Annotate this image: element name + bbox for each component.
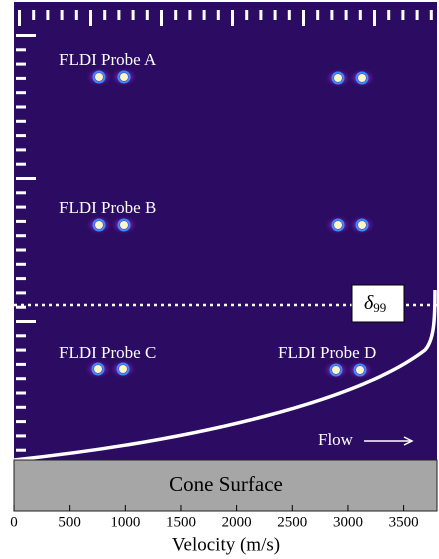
probe-label: FLDI Probe D (278, 343, 376, 362)
edge-mark (16, 191, 26, 194)
edge-mark (117, 10, 120, 20)
edge-mark (245, 10, 248, 20)
edge-mark (330, 10, 333, 20)
figure: δ99 FLDI Probe A FLDI Probe B FLDI Probe… (0, 0, 439, 559)
edge-mark (146, 10, 149, 20)
spot-core (119, 365, 127, 373)
spot-core (94, 365, 102, 373)
surface-label: Cone Surface (169, 472, 283, 496)
edge-mark (16, 134, 26, 137)
edge-mark (387, 10, 390, 20)
flow-label: Flow (318, 430, 354, 449)
x-tick-label: 2500 (277, 514, 307, 530)
x-tick-label: 1000 (110, 514, 140, 530)
edge-mark (16, 406, 26, 409)
edge-mark (16, 220, 26, 223)
edge-mark (16, 277, 26, 280)
edge-mark (316, 10, 319, 20)
probe-label: FLDI Probe B (59, 198, 156, 217)
edge-mark (16, 206, 26, 209)
edge-mark (16, 34, 36, 37)
edge-mark (217, 10, 220, 20)
edge-mark (16, 420, 26, 423)
edge-mark (61, 10, 64, 20)
edge-mark (16, 163, 26, 166)
x-axis-label: Velocity (m/s) (172, 534, 280, 555)
spot-core (95, 73, 103, 81)
edge-mark (32, 10, 35, 20)
edge-mark (203, 10, 206, 20)
edge-mark (188, 10, 191, 20)
edge-mark (75, 10, 78, 20)
edge-mark (16, 148, 26, 151)
edge-mark (16, 77, 26, 80)
edge-mark (259, 10, 262, 20)
edge-mark (18, 10, 21, 26)
spot-core (120, 73, 128, 81)
edge-mark (430, 10, 433, 20)
edge-mark (231, 10, 234, 26)
x-tick-label: 3000 (333, 514, 363, 530)
spot-core (358, 221, 366, 229)
edge-mark (16, 234, 26, 237)
edge-mark (16, 291, 26, 294)
edge-mark (16, 349, 26, 352)
edge-mark (274, 10, 277, 20)
image-area (14, 2, 437, 460)
edge-mark (16, 334, 26, 337)
edge-mark (16, 120, 26, 123)
edge-mark (16, 177, 36, 180)
spot-core (358, 74, 366, 82)
x-tick-label: 1500 (166, 514, 196, 530)
x-tick-label: 500 (58, 514, 81, 530)
probe-label: FLDI Probe A (59, 50, 157, 69)
edge-mark (416, 10, 419, 20)
edge-mark (132, 10, 135, 20)
edge-mark (46, 10, 49, 20)
spot-core (356, 366, 364, 374)
edge-mark (345, 10, 348, 20)
spot-core (120, 221, 128, 229)
spot-core (95, 221, 103, 229)
edge-mark (16, 48, 26, 51)
edge-mark (16, 363, 26, 366)
edge-mark (16, 106, 26, 109)
edge-mark (16, 263, 26, 266)
edge-mark (89, 10, 92, 26)
x-tick-label: 0 (10, 514, 18, 530)
edge-mark (16, 449, 26, 452)
edge-mark (16, 392, 26, 395)
x-tick-label: 3500 (389, 514, 419, 530)
edge-mark (103, 10, 106, 20)
spot-core (334, 74, 342, 82)
edge-mark (359, 10, 362, 20)
edge-mark (373, 10, 376, 26)
edge-mark (16, 377, 26, 380)
edge-mark (16, 320, 36, 323)
edge-mark (401, 10, 404, 20)
edge-mark (160, 10, 163, 26)
edge-mark (16, 63, 26, 66)
edge-mark (288, 10, 291, 20)
edge-mark (16, 249, 26, 252)
edge-mark (16, 91, 26, 94)
spot-core (332, 366, 340, 374)
edge-mark (174, 10, 177, 20)
spot-core (334, 221, 342, 229)
edge-mark (16, 434, 26, 437)
edge-mark (302, 10, 305, 26)
probe-label: FLDI Probe C (59, 343, 156, 362)
x-tick-label: 2000 (222, 514, 252, 530)
